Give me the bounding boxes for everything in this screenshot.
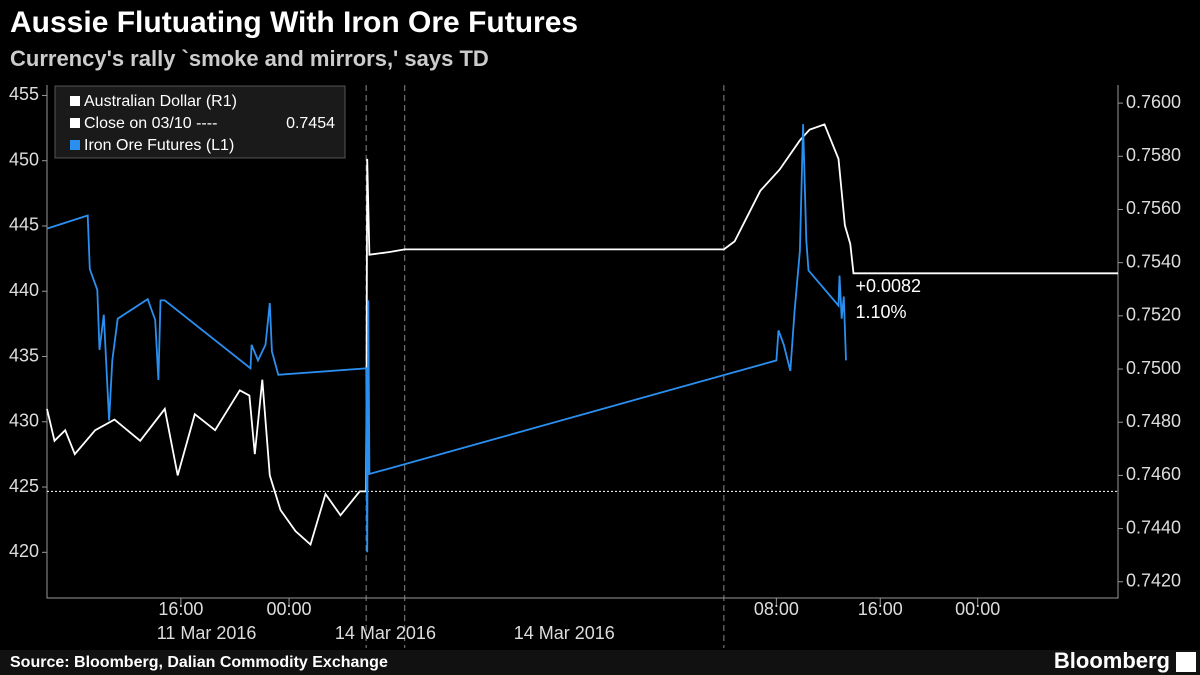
- y-tick-label: 450: [9, 149, 39, 169]
- x-group-label: 11 Mar 2016: [157, 623, 257, 643]
- x-tick-label: 00:00: [267, 599, 312, 619]
- legend-swatch: [70, 118, 80, 128]
- footer-bar: [0, 650, 1200, 675]
- series-line: [46, 123, 1118, 547]
- y-tick-label: 430: [9, 411, 39, 431]
- brand: Bloomberg: [1054, 648, 1170, 673]
- legend-swatch: [70, 140, 80, 150]
- y-tick-label: 420: [9, 541, 39, 561]
- x-group-label: 14 Mar 2016: [335, 623, 436, 643]
- y2-tick-label: 0.7540: [1126, 251, 1181, 271]
- axis-frame: [46, 85, 1119, 599]
- chart-subtitle: Currency's rally `smoke and mirrors,' sa…: [10, 46, 489, 71]
- y2-tick-label: 0.7480: [1126, 411, 1181, 431]
- y2-tick-label: 0.7500: [1126, 358, 1181, 378]
- chart-title: Aussie Flutuating With Iron Ore Futures: [10, 6, 578, 39]
- y2-tick-label: 0.7460: [1126, 464, 1181, 484]
- y-tick-label: 425: [9, 476, 39, 496]
- legend-value: 0.7454: [286, 115, 335, 132]
- y2-tick-label: 0.7580: [1126, 145, 1181, 165]
- y2-tick-label: 0.7520: [1126, 305, 1181, 325]
- y-tick-label: 455: [9, 84, 39, 104]
- x-tick-label: 08:00: [754, 599, 799, 619]
- annotation: 1.10%: [855, 302, 906, 322]
- y2-tick-label: 0.7600: [1126, 92, 1181, 112]
- legend-entry: Iron Ore Futures (L1): [84, 137, 234, 154]
- annotation: +0.0082: [855, 276, 921, 296]
- legend-entry: Close on 03/10 ----: [84, 115, 217, 132]
- x-group-label: 14 Mar 2016: [514, 623, 615, 643]
- x-tick-label: 16:00: [858, 599, 903, 619]
- legend-box: [54, 85, 346, 159]
- y-tick-label: 435: [9, 345, 39, 365]
- x-tick-label: 16:00: [158, 599, 203, 619]
- y-tick-label: 440: [9, 280, 39, 300]
- y2-tick-label: 0.7420: [1126, 571, 1181, 591]
- series-line: [46, 124, 847, 553]
- legend-swatch: [70, 96, 80, 106]
- y2-tick-label: 0.7560: [1126, 198, 1181, 218]
- legend-entry: Australian Dollar (R1): [84, 93, 237, 110]
- y-tick-label: 445: [9, 215, 39, 235]
- x-tick-label: 00:00: [955, 599, 1000, 619]
- brand-icon: [1176, 652, 1196, 672]
- y2-tick-label: 0.7440: [1126, 517, 1181, 537]
- source: Source: Bloomberg, Dalian Commodity Exch…: [10, 654, 388, 671]
